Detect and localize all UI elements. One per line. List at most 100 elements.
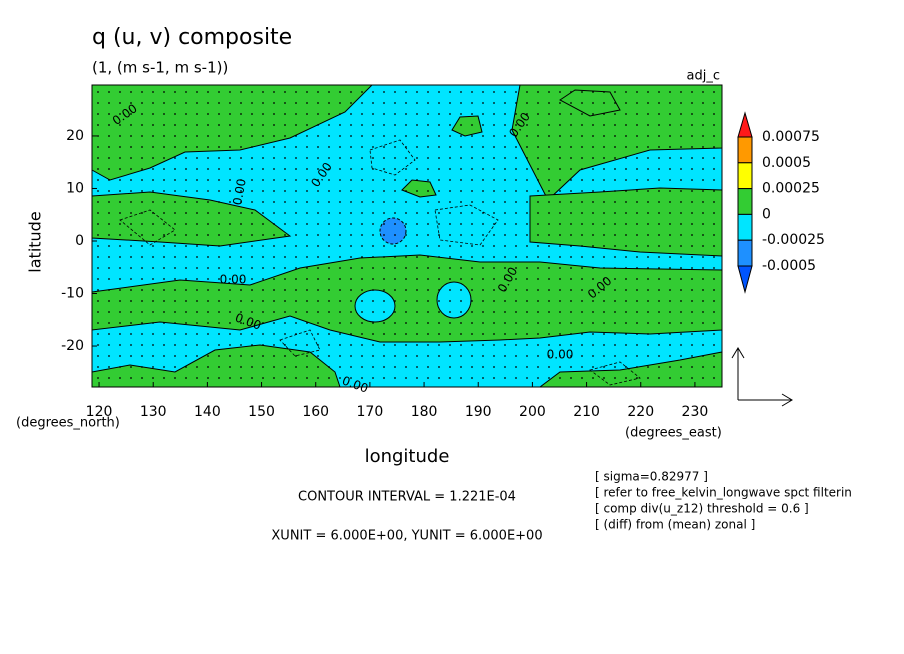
vector-arrow — [163, 322, 165, 324]
vector-arrow — [394, 113, 396, 115]
vector-arrow — [449, 322, 451, 324]
vector-arrow — [141, 168, 143, 170]
vector-arrow — [702, 124, 704, 126]
vector-arrow — [460, 300, 462, 302]
vector-arrow — [97, 366, 99, 368]
vector-arrow — [350, 333, 352, 335]
vector-arrow — [152, 377, 154, 379]
vector-arrow — [702, 278, 704, 280]
vector-arrow — [306, 344, 308, 346]
vector-arrow — [119, 245, 121, 247]
vector-arrow — [438, 366, 440, 368]
vector-arrow — [251, 234, 253, 236]
vector-arrow — [471, 333, 473, 335]
vector-arrow — [339, 234, 341, 236]
vector-arrow — [207, 91, 209, 93]
vector-arrow — [416, 344, 418, 346]
y-tick-label: 10 — [66, 180, 84, 196]
vector-arrow — [570, 256, 572, 258]
vector-arrow — [240, 179, 242, 181]
vector-arrow — [471, 355, 473, 357]
vector-arrow — [438, 223, 440, 225]
vector-arrow — [449, 146, 451, 148]
vector-arrow — [273, 113, 275, 115]
vector-arrow — [196, 223, 198, 225]
vector-arrow — [372, 256, 374, 258]
vector-arrow — [471, 124, 473, 126]
vector-arrow — [493, 234, 495, 236]
vector-arrow — [438, 212, 440, 214]
vector-arrow — [163, 223, 165, 225]
vector-arrow — [152, 102, 154, 104]
vector-arrow — [416, 157, 418, 159]
vector-arrow — [669, 157, 671, 159]
vector-arrow — [614, 102, 616, 104]
vector-arrow — [537, 234, 539, 236]
vector-arrow — [537, 223, 539, 225]
vector-arrow — [438, 201, 440, 203]
vector-arrow — [361, 355, 363, 357]
vector-arrow — [207, 212, 209, 214]
vector-arrow — [119, 201, 121, 203]
colorbar-segment — [737, 239, 753, 267]
vector-arrow — [625, 311, 627, 313]
vector-arrow — [229, 146, 231, 148]
vector-arrow — [471, 157, 473, 159]
vector-arrow — [317, 124, 319, 126]
vector-arrow — [372, 146, 374, 148]
vector-arrow — [328, 91, 330, 93]
vector-arrow — [218, 377, 220, 379]
vector-arrow — [526, 102, 528, 104]
vector-arrow — [262, 278, 264, 280]
vector-arrow — [251, 102, 253, 104]
vector-arrow — [383, 157, 385, 159]
vector-arrow — [284, 135, 286, 137]
vector-arrow — [614, 366, 616, 368]
vector-arrow — [185, 91, 187, 93]
vector-arrow — [97, 278, 99, 280]
vector-arrow — [350, 223, 352, 225]
vector-arrow — [163, 124, 165, 126]
vector-arrow — [713, 300, 715, 302]
vector-arrow — [449, 355, 451, 357]
vector-arrow — [262, 190, 264, 192]
vector-arrow — [570, 124, 572, 126]
vector-arrow — [141, 267, 143, 269]
vector-arrow — [273, 102, 275, 104]
vector-arrow — [119, 157, 121, 159]
vector-arrow — [493, 245, 495, 247]
vector-arrow — [702, 102, 704, 104]
vector-arrow — [471, 91, 473, 93]
vector-arrow — [339, 113, 341, 115]
vector-arrow — [680, 146, 682, 148]
vector-arrow — [163, 179, 165, 181]
vector-arrow — [383, 91, 385, 93]
vector-arrow — [284, 256, 286, 258]
vector-arrow — [119, 212, 121, 214]
vector-arrow — [97, 333, 99, 335]
vector-arrow — [515, 157, 517, 159]
vector-arrow — [680, 234, 682, 236]
vector-arrow — [669, 300, 671, 302]
vector-arrow — [361, 289, 363, 291]
vector-arrow — [515, 168, 517, 170]
vector-arrow — [361, 344, 363, 346]
vector-arrow — [658, 234, 660, 236]
vector-arrow — [273, 91, 275, 93]
vector-arrow — [570, 355, 572, 357]
vector-arrow — [97, 300, 99, 302]
vector-arrow — [570, 311, 572, 313]
vector-arrow — [493, 289, 495, 291]
vector-arrow — [493, 322, 495, 324]
vector-arrow — [229, 267, 231, 269]
vector-arrow — [625, 102, 627, 104]
vector-arrow — [240, 168, 242, 170]
vector-arrow — [174, 322, 176, 324]
vector-arrow — [482, 190, 484, 192]
vector-arrow — [471, 267, 473, 269]
vector-arrow — [394, 366, 396, 368]
vector-arrow — [581, 201, 583, 203]
vector-arrow — [218, 146, 220, 148]
vector-arrow — [680, 333, 682, 335]
vector-arrow — [196, 234, 198, 236]
